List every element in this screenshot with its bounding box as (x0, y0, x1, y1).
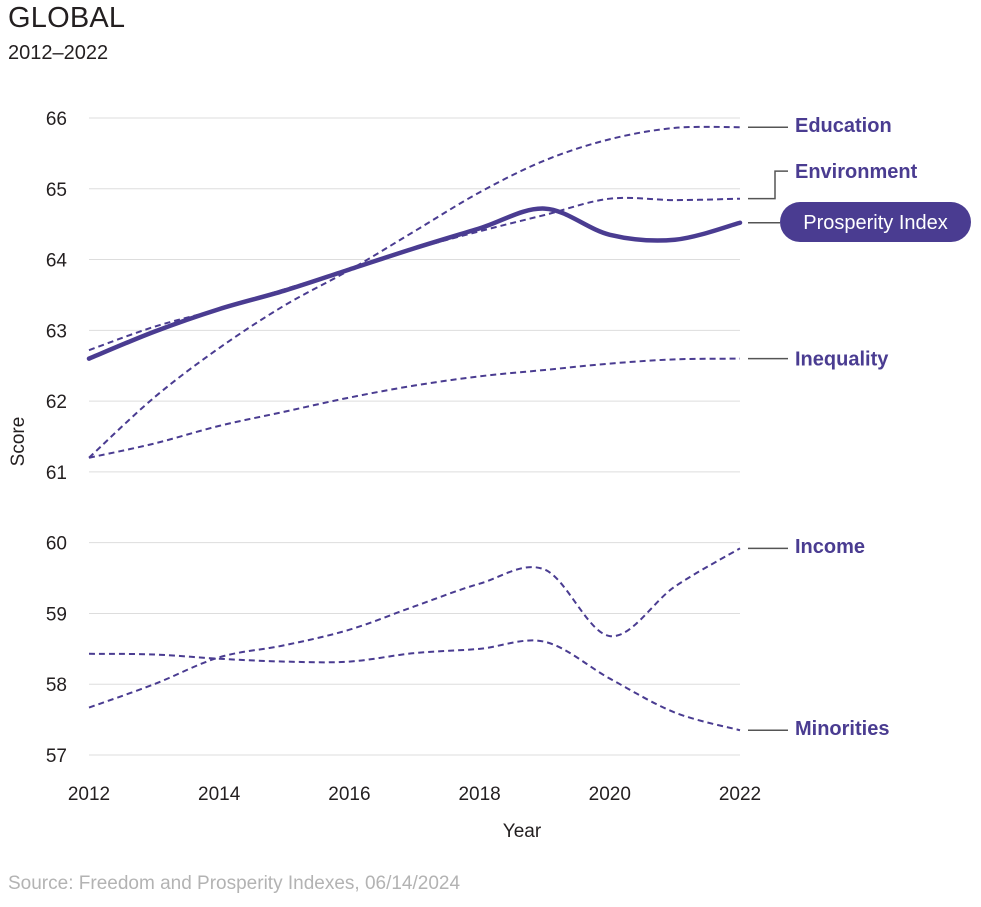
line-chart: 57 58 59 60 61 62 63 64 65 66 2012 2014 2016 2018 202… (8, 109, 971, 842)
y-tick-label-59: 59 (46, 604, 67, 625)
x-tick-label-2016: 2016 (328, 784, 370, 805)
series-line-income (88, 547, 741, 709)
series-label-group-income: Income (748, 536, 865, 558)
y-axis-title: Score (8, 417, 29, 467)
series-label-environment: Environment (795, 161, 918, 183)
series-line-inequality (88, 357, 741, 459)
chart-title: GLOBAL (8, 2, 126, 34)
series-line-minorities (88, 639, 741, 732)
x-tick-label-2014: 2014 (198, 784, 241, 805)
series-label-group-prosperity-index: Prosperity Index (748, 202, 971, 243)
y-tick-label-62: 62 (46, 392, 67, 413)
series-label-group-inequality: Inequality (748, 349, 889, 371)
series-lines (86, 125, 743, 732)
series-line-education (88, 125, 741, 459)
series-label-group-minorities: Minorities (748, 718, 889, 740)
chart-subtitle: 2012–2022 (8, 42, 109, 64)
y-tick-label-64: 64 (46, 251, 68, 272)
x-tick-label-2020: 2020 (589, 784, 631, 805)
x-tick-label-2012: 2012 (68, 784, 110, 805)
source-note: Source: Freedom and Prosperity Indexes, … (8, 873, 461, 894)
series-label-group-environment: Environment (748, 161, 918, 200)
gridlines (89, 117, 740, 756)
series-label-group-education: Education (748, 115, 892, 137)
x-tick-label-2018: 2018 (458, 784, 500, 805)
series-line-prosperity-index (86, 206, 743, 361)
series-label-income: Income (795, 536, 865, 558)
y-tick-label-60: 60 (46, 534, 67, 555)
y-axis-ticks: 57 58 59 60 61 62 63 64 65 66 (46, 109, 68, 767)
series-label-education: Education (795, 115, 892, 137)
x-tick-label-2022: 2022 (719, 784, 761, 805)
x-axis-title: Year (503, 821, 542, 842)
y-tick-label-58: 58 (46, 675, 67, 696)
series-label-inequality: Inequality (795, 349, 889, 371)
series-line-environment (88, 196, 741, 352)
y-tick-label-63: 63 (46, 321, 67, 342)
series-label-prosperity-index: Prosperity Index (803, 212, 948, 234)
x-axis-ticks: 2012 2014 2016 2018 2020 2022 (68, 784, 761, 805)
y-tick-label-66: 66 (46, 109, 67, 130)
y-tick-label-57: 57 (46, 746, 67, 767)
series-labels: Education Environment Prosperity Index Ineq… (748, 115, 971, 740)
y-tick-label-61: 61 (46, 463, 67, 484)
series-label-minorities: Minorities (795, 718, 889, 740)
y-tick-label-65: 65 (46, 180, 67, 201)
leader-line-environment (748, 170, 788, 200)
highlight-pill (780, 202, 971, 243)
